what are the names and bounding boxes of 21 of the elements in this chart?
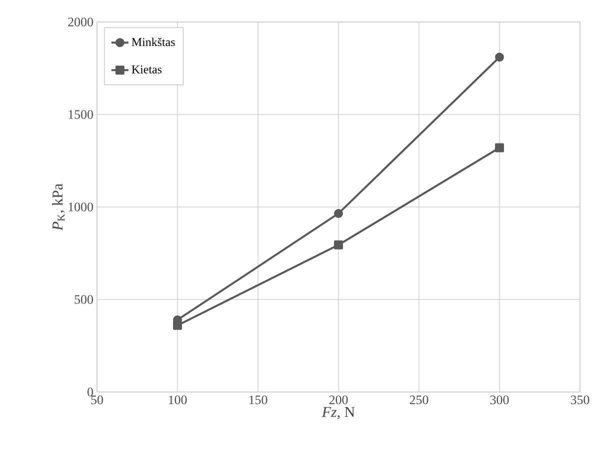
x-tick-label: 200: [329, 396, 348, 404]
y-tick-label: 0: [88, 388, 93, 396]
y-axis-title: P$_{K}$, kPa: [52, 184, 65, 231]
y-tick-label: 1500: [68, 110, 93, 119]
y-tick-label: 2000: [68, 18, 93, 26]
x-tick-label: 150: [249, 396, 268, 404]
x-tick-label: 50: [91, 396, 103, 404]
point: [173, 320, 182, 330]
x-tick-label: 300: [490, 396, 509, 404]
x-tick-label: 250: [410, 396, 428, 404]
point: [495, 143, 504, 152]
x-tick-label: 350: [570, 396, 590, 404]
point: [495, 52, 504, 62]
y-tick-label: 500: [74, 295, 93, 304]
legend-label: Minkštas: [132, 38, 175, 46]
x-tick-label: 100: [168, 396, 187, 404]
x-axis-title: Fz, N: [322, 407, 355, 420]
point: [334, 240, 343, 250]
y-tick-label: 1000: [68, 202, 93, 212]
point: [334, 208, 343, 218]
legend-label: Kietas: [132, 65, 162, 74]
